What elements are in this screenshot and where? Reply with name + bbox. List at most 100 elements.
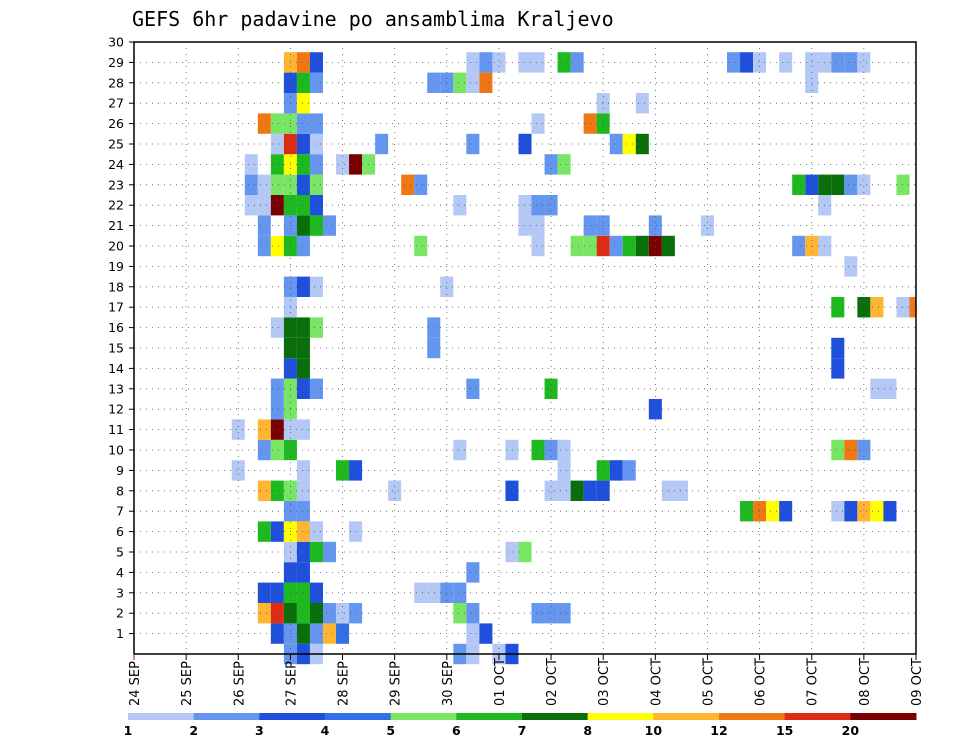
heatmap-cell xyxy=(309,623,323,644)
y-tick-label: 22 xyxy=(108,198,124,213)
y-tick-label: 18 xyxy=(108,279,124,294)
heatmap-cell xyxy=(596,215,610,236)
heatmap-cell xyxy=(257,439,271,461)
heatmap-cell xyxy=(453,603,467,624)
heatmap-cell xyxy=(270,154,284,175)
heatmap-cell xyxy=(479,72,493,93)
heatmap-cell xyxy=(544,480,558,501)
heatmap-cell xyxy=(349,460,363,481)
heatmap-cell xyxy=(296,215,310,236)
heatmap-cell xyxy=(257,215,271,236)
heatmap-cell xyxy=(309,603,323,624)
legend-label: 10 xyxy=(645,723,663,738)
heatmap-cell xyxy=(831,358,845,379)
heatmap-cell xyxy=(596,480,610,501)
heatmap-cell xyxy=(596,113,610,134)
heatmap-cell xyxy=(779,52,793,73)
heatmap-cell xyxy=(727,52,741,73)
heatmap-cell xyxy=(544,154,558,175)
heatmap-cell xyxy=(309,133,323,155)
heatmap-cell xyxy=(309,72,323,93)
heatmap-cell xyxy=(466,378,480,399)
heatmap-cell xyxy=(544,603,558,624)
heatmap-cell xyxy=(270,195,284,216)
heatmap-cell xyxy=(427,317,441,338)
heatmap-cell xyxy=(270,399,284,420)
heatmap-cell xyxy=(309,215,323,236)
heatmap-cell xyxy=(531,603,545,624)
legend-swatch xyxy=(390,713,457,720)
heatmap-cell xyxy=(505,480,519,501)
heatmap-cell xyxy=(531,195,545,216)
heatmap-cell xyxy=(270,582,284,603)
legend-swatch xyxy=(587,713,654,720)
heatmap-cell xyxy=(609,235,623,257)
heatmap-cell xyxy=(805,72,819,93)
heatmap-cell xyxy=(531,439,545,461)
y-tick-label: 28 xyxy=(108,75,124,90)
y-tick-label: 12 xyxy=(108,402,124,417)
x-tick-label: 08 OCT xyxy=(858,658,873,706)
y-tick-label: 13 xyxy=(108,381,124,396)
heatmap-cell xyxy=(257,174,271,195)
x-tick-label: 30 SEP xyxy=(441,661,456,706)
x-tick-label: 28 SEP xyxy=(337,661,352,706)
heatmap-cell xyxy=(296,154,310,175)
heatmap-cell xyxy=(309,52,323,73)
x-tick-label: 26 SEP xyxy=(232,661,247,706)
legend-label: 8 xyxy=(583,723,592,738)
heatmap-cell xyxy=(792,235,806,257)
y-tick-label: 8 xyxy=(116,483,124,498)
heatmap-cell xyxy=(257,113,271,134)
y-tick-label: 7 xyxy=(116,504,124,519)
y-tick-label: 27 xyxy=(108,96,124,111)
heatmap-cell xyxy=(622,133,636,155)
heatmap-cell xyxy=(779,501,793,522)
heatmap-cell xyxy=(296,113,310,134)
y-tick-label: 17 xyxy=(108,300,124,315)
heatmap-cell xyxy=(870,501,884,522)
y-axis-ticks: 1234567891011121314151617181920212223242… xyxy=(108,35,134,641)
heatmap-cell xyxy=(296,501,310,522)
x-tick-label: 29 SEP xyxy=(389,661,404,706)
y-tick-label: 20 xyxy=(108,239,124,254)
heatmap-cell xyxy=(296,317,310,338)
heatmap-cell xyxy=(857,297,871,318)
heatmap-cell xyxy=(427,337,441,359)
heatmap-cell xyxy=(296,521,310,542)
heatmap-cell xyxy=(349,521,363,542)
legend-label: 3 xyxy=(255,723,264,738)
legend-swatch xyxy=(850,713,917,720)
y-tick-label: 6 xyxy=(116,524,124,539)
heatmap-cell xyxy=(844,174,858,195)
legend-swatch xyxy=(456,713,523,720)
y-tick-label: 29 xyxy=(108,55,124,70)
heatmap-cell xyxy=(414,582,428,603)
heatmap-cell xyxy=(309,113,323,134)
heatmap-cell xyxy=(336,603,350,624)
heatmap-cell xyxy=(257,419,271,440)
y-tick-label: 10 xyxy=(108,443,124,458)
legend-swatch xyxy=(128,713,195,720)
heatmap-cell xyxy=(296,358,310,379)
heatmap-cell xyxy=(466,623,480,644)
heatmap-cell xyxy=(557,52,571,73)
y-tick-label: 15 xyxy=(108,341,124,356)
heatmap-cell xyxy=(453,72,467,93)
y-tick-label: 24 xyxy=(108,157,124,172)
heatmap-cell xyxy=(479,52,493,73)
heatmap-cell xyxy=(831,501,845,522)
heatmap-cell xyxy=(453,439,467,461)
legend-label: 1 xyxy=(124,723,133,738)
legend-label: 7 xyxy=(518,723,527,738)
heatmap-cell xyxy=(309,195,323,216)
heatmap-cell xyxy=(557,154,571,175)
heatmap-cell xyxy=(401,174,415,195)
x-tick-label: 24 SEP xyxy=(128,661,143,706)
x-tick-label: 01 OCT xyxy=(493,658,508,706)
heatmap-cell xyxy=(570,52,584,73)
heatmap-cell xyxy=(570,480,584,501)
heatmap-cell xyxy=(257,195,271,216)
heatmap-cell xyxy=(296,582,310,603)
heatmap-cell xyxy=(753,52,767,73)
